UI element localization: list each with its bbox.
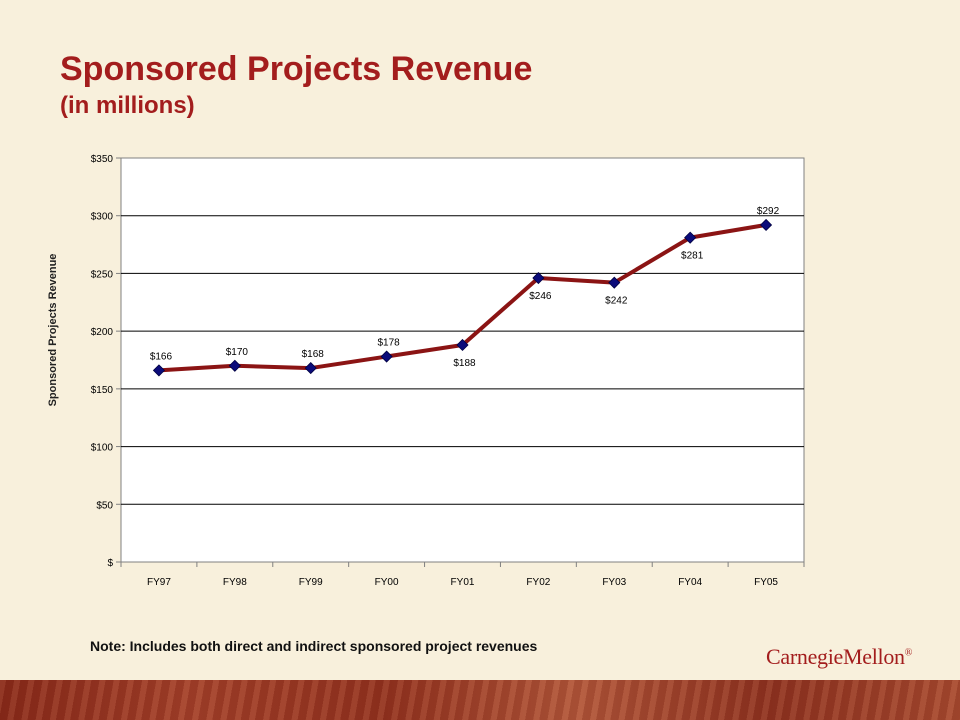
footnote: Note: Includes both direct and indirect … bbox=[90, 638, 538, 654]
x-tick-label: FY00 bbox=[375, 577, 399, 588]
data-point bbox=[152, 364, 166, 377]
y-tick-label: $150 bbox=[91, 385, 114, 396]
x-tick-label: FY01 bbox=[451, 577, 475, 588]
x-tick-label: FY99 bbox=[299, 577, 323, 588]
grid-lines bbox=[121, 215, 804, 505]
carnegie-mellon-logo: CarnegieMellon® bbox=[766, 644, 913, 669]
x-tick-label: FY04 bbox=[678, 577, 702, 588]
logo-text: CarnegieMellon bbox=[766, 644, 905, 669]
data-point bbox=[608, 276, 621, 289]
y-tick-label: $350 bbox=[91, 154, 114, 165]
data-label: $292 bbox=[757, 206, 780, 217]
x-tick-label: FY02 bbox=[526, 577, 550, 588]
data-label: $246 bbox=[529, 291, 552, 302]
y-tick-label: $250 bbox=[91, 269, 114, 280]
series-revenue: $166 $170 $168 $178 $188 $246 $242 $281 $292 bbox=[150, 206, 780, 377]
page-title: Sponsored Projects Revenue bbox=[60, 50, 533, 88]
data-label: $170 bbox=[226, 347, 249, 358]
y-tick-label: $ bbox=[107, 558, 113, 569]
data-label: $242 bbox=[605, 296, 628, 307]
y-tick-label: $100 bbox=[91, 443, 114, 454]
data-point bbox=[228, 359, 241, 372]
x-tick-label: FY03 bbox=[602, 577, 626, 588]
data-point bbox=[759, 218, 773, 232]
y-tick-label: $200 bbox=[91, 327, 114, 338]
data-label: $281 bbox=[681, 251, 704, 262]
x-tick-label: FY98 bbox=[223, 577, 247, 588]
data-point bbox=[380, 350, 393, 363]
page-subtitle: (in millions) bbox=[60, 92, 195, 119]
y-axis-ticks: $ $50 $100 $150 $200 $250 $300 $350 bbox=[91, 154, 121, 569]
data-point bbox=[684, 231, 697, 244]
data-point bbox=[532, 271, 545, 285]
data-label: $178 bbox=[377, 338, 400, 349]
decorative-footer-band bbox=[0, 680, 960, 720]
y-tick-label: $50 bbox=[96, 500, 113, 511]
data-label: $168 bbox=[302, 349, 325, 360]
data-label: $166 bbox=[150, 351, 173, 362]
data-label: $188 bbox=[453, 358, 476, 369]
y-tick-label: $300 bbox=[91, 212, 114, 223]
data-point bbox=[456, 338, 469, 352]
x-axis-ticks: FY97 FY98 FY99 FY00 FY01 FY02 FY03 FY04 FY05 bbox=[120, 562, 805, 588]
y-axis-label: Sponsored Projects Revenue bbox=[47, 254, 59, 407]
x-tick-label: FY97 bbox=[147, 577, 171, 588]
x-tick-label: FY05 bbox=[754, 577, 778, 588]
data-point bbox=[304, 362, 317, 375]
